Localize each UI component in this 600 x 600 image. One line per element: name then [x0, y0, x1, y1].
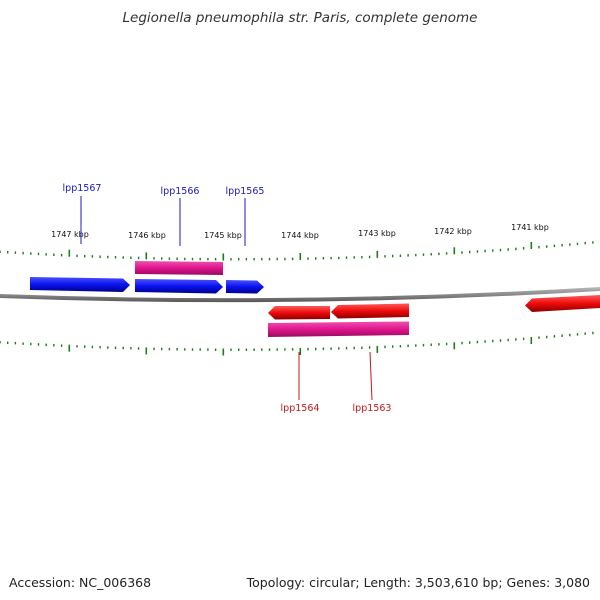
- label-leaders: [80, 196, 373, 401]
- forward-gene-lpp1565[interactable]: [226, 280, 264, 294]
- scale-label: 1741 kbp: [511, 223, 549, 232]
- gene-label-lpp1566[interactable]: lpp1566: [161, 186, 200, 197]
- reverse-genes: [268, 295, 600, 320]
- gene-label-lpp1564[interactable]: lpp1564: [281, 403, 320, 414]
- map-title: Legionella pneumophila str. Paris, compl…: [122, 10, 478, 26]
- scale-label: 1743 kbp: [358, 229, 396, 238]
- scale-label: 1747 kbp: [51, 230, 89, 239]
- gene-label-lpp1567[interactable]: lpp1567: [63, 183, 102, 194]
- forward-gene-lpp1566[interactable]: [135, 279, 223, 294]
- outer-scale-ticks: [0, 241, 594, 261]
- inner-scale-ticks: [0, 331, 594, 356]
- reverse-gene-edge[interactable]: [525, 295, 600, 312]
- scale-label: 1744 kbp: [281, 231, 319, 240]
- reverse-gene-lpp1563[interactable]: [331, 303, 409, 319]
- gene-label-lpp1563[interactable]: lpp1563: [353, 403, 392, 414]
- scale-label: 1742 kbp: [434, 227, 472, 236]
- feature-band-bottom[interactable]: [268, 321, 409, 338]
- feature-band-top[interactable]: [135, 261, 223, 275]
- gene-label-lpp1565[interactable]: lpp1565: [226, 186, 265, 197]
- accession-text: Accession: NC_006368: [9, 575, 152, 590]
- forward-gene-lpp1567[interactable]: [30, 277, 130, 292]
- scale-label: 1746 kbp: [128, 231, 166, 240]
- gene-labels: lpp1567 lpp1566 lpp1565 lpp1564 lpp1563: [63, 183, 392, 414]
- genome-stats-text: Topology: circular; Length: 3,503,610 bp…: [246, 575, 590, 590]
- scale-label: 1745 kbp: [204, 231, 242, 240]
- genome-backbone: [0, 287, 600, 303]
- scale-labels: 1747 kbp 1746 kbp 1745 kbp 1744 kbp 1743…: [51, 223, 549, 240]
- forward-genes: [30, 277, 264, 294]
- reverse-gene-lpp1564[interactable]: [268, 306, 330, 320]
